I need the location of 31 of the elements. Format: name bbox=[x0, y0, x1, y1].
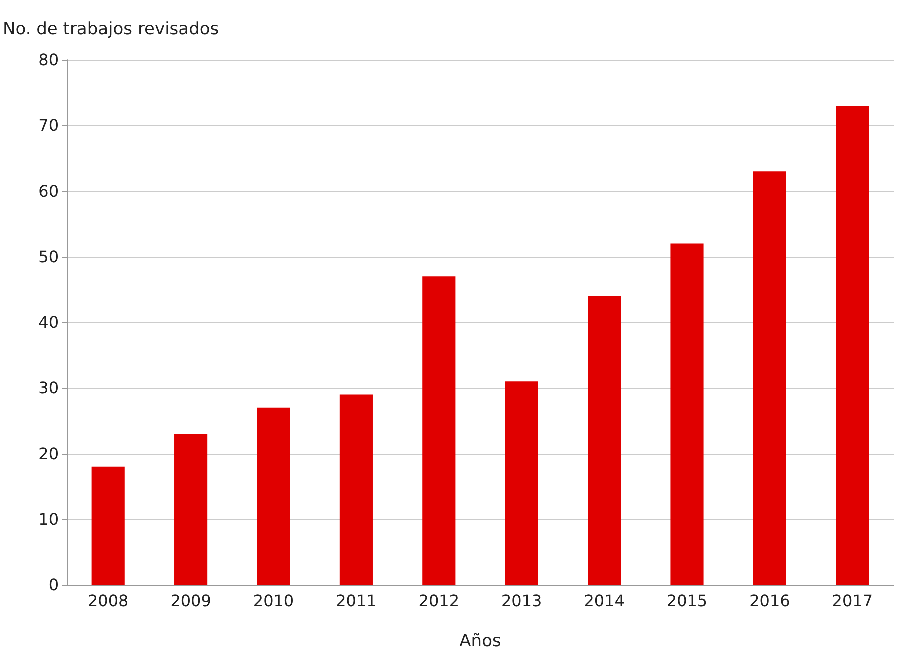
y-tick-label: 20 bbox=[38, 444, 59, 464]
y-tick-label: 30 bbox=[38, 378, 59, 398]
bar bbox=[505, 382, 538, 585]
x-tick-label: 2013 bbox=[501, 592, 542, 610]
bar bbox=[836, 106, 870, 585]
y-axis-title: No. de trabajos revisados bbox=[3, 20, 220, 40]
bar bbox=[670, 244, 704, 585]
bar bbox=[588, 296, 622, 585]
x-tick-label: 2010 bbox=[253, 592, 294, 610]
x-tick-label: 2017 bbox=[832, 592, 874, 610]
y-tick-label: 50 bbox=[38, 247, 59, 266]
x-tick-label: 2015 bbox=[666, 592, 708, 610]
bar bbox=[422, 276, 456, 585]
x-tick-label: 2012 bbox=[418, 592, 460, 610]
y-tick-label: 70 bbox=[38, 116, 59, 136]
bar bbox=[257, 408, 290, 585]
bar bbox=[174, 434, 208, 585]
y-tick-label: 0 bbox=[48, 576, 59, 594]
x-axis-title: Años bbox=[460, 632, 502, 652]
y-tick-label: 60 bbox=[38, 182, 59, 201]
x-tick-label: 2008 bbox=[88, 592, 129, 610]
x-tick-label: 2016 bbox=[750, 592, 790, 610]
bar bbox=[340, 394, 373, 585]
bar bbox=[92, 466, 125, 585]
y-tick-label: 80 bbox=[38, 50, 59, 70]
y-tick-label: 40 bbox=[38, 313, 59, 332]
x-tick-label: 2011 bbox=[336, 592, 377, 610]
y-tick-label: 10 bbox=[38, 510, 59, 529]
x-tick-label: 2014 bbox=[584, 592, 625, 610]
x-tick-label: 2009 bbox=[170, 592, 212, 610]
bar bbox=[753, 172, 786, 585]
